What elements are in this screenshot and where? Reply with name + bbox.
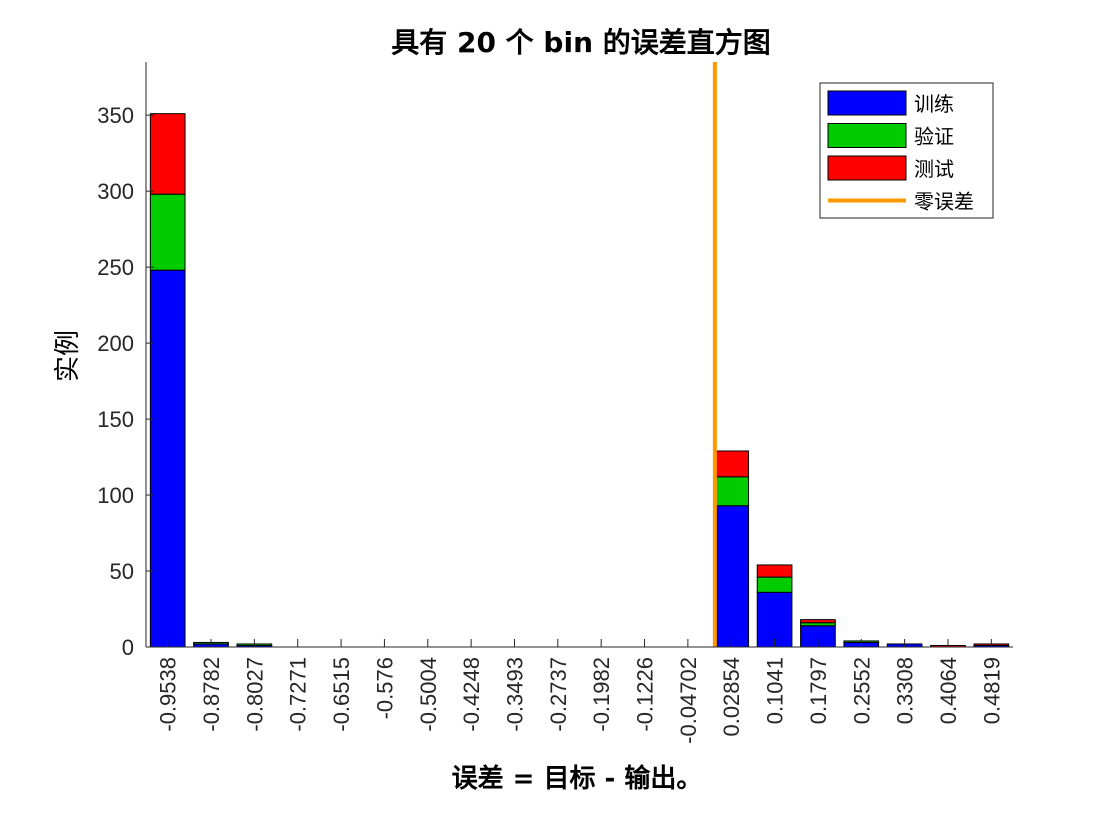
bar-验证-0.1041 bbox=[756, 576, 793, 593]
y-axis-ticks: 0 50 100 150 200 250 300 350 bbox=[97, 103, 154, 660]
x-tick-label: 0.02854 bbox=[719, 657, 744, 737]
x-tick-label: -0.1226 bbox=[633, 657, 658, 732]
x-axis-label: 误差 = 目标 - 输出。 bbox=[452, 763, 703, 794]
legend-swatch-训练 bbox=[827, 90, 907, 116]
x-tick-label: -0.9538 bbox=[156, 657, 181, 732]
x-tick-label: 0.1797 bbox=[806, 657, 831, 724]
legend-label-测试: 测试 bbox=[914, 157, 954, 181]
x-tick-label: -0.7271 bbox=[286, 657, 311, 732]
chart-title: 具有 20 个 bin 的误差直方图 bbox=[391, 26, 771, 59]
bar-训练-0.02854 bbox=[713, 505, 750, 648]
legend-label-训练: 训练 bbox=[914, 92, 954, 116]
x-tick-label: -0.2737 bbox=[546, 657, 571, 732]
x-tick-label: -0.4248 bbox=[459, 657, 484, 732]
y-tick-label: 200 bbox=[97, 331, 134, 356]
x-tick-label: -0.3493 bbox=[502, 657, 527, 732]
legend-swatch-测试 bbox=[827, 155, 907, 181]
x-tick-label: 0.2552 bbox=[849, 657, 874, 724]
y-tick-label: 50 bbox=[110, 559, 134, 584]
x-tick-label: 0.3308 bbox=[893, 657, 918, 724]
x-tick-label: 0.1041 bbox=[763, 657, 788, 724]
plot-area bbox=[145, 62, 1013, 648]
x-axis-ticks: -0.9538 -0.8782 -0.8027 -0.7271 -0.6515 -0.57… bbox=[156, 639, 1004, 744]
x-tick-label: -0.8027 bbox=[242, 657, 267, 732]
legend-label-zero-error: 零误差 bbox=[914, 190, 974, 214]
y-tick-label: 300 bbox=[97, 179, 134, 204]
y-tick-label: 0 bbox=[122, 635, 134, 660]
x-tick-label: -0.8782 bbox=[199, 657, 224, 732]
x-tick-label: 0.4819 bbox=[979, 657, 1004, 724]
x-tick-label: 0.4064 bbox=[936, 657, 961, 724]
y-tick-label: 100 bbox=[97, 483, 134, 508]
bar-验证-0.02854 bbox=[713, 476, 750, 507]
y-tick-label: 350 bbox=[97, 103, 134, 128]
y-tick-label: 250 bbox=[97, 255, 134, 280]
legend-swatch-验证 bbox=[827, 123, 907, 148]
bar-测试-0.1041 bbox=[756, 564, 793, 578]
bar-测试--0.9538 bbox=[149, 113, 186, 195]
bar-测试-0.02854 bbox=[713, 450, 750, 478]
y-axis-label: 实例 bbox=[53, 330, 83, 382]
x-tick-label: -0.1982 bbox=[589, 657, 614, 732]
x-tick-label: -0.5004 bbox=[416, 657, 441, 732]
bar-训练--0.9538 bbox=[149, 269, 186, 648]
x-tick-label: -0.04702 bbox=[676, 657, 701, 744]
y-tick-label: 150 bbox=[97, 407, 134, 432]
bar-训练-0.1041 bbox=[756, 591, 793, 648]
x-tick-label: -0.6515 bbox=[329, 657, 354, 732]
legend-label-验证: 验证 bbox=[914, 125, 954, 149]
bar-验证--0.9538 bbox=[149, 193, 186, 271]
x-tick-label: -0.576 bbox=[372, 657, 397, 719]
bar-测试-0.1797 bbox=[800, 619, 836, 624]
